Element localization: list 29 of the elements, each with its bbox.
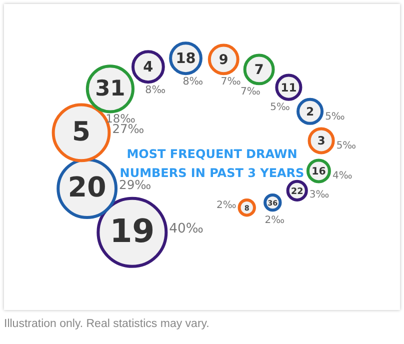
category-label: 20 (68, 172, 106, 204)
category-label: 9 (218, 52, 228, 68)
category-label: 19 (110, 212, 155, 250)
data-label: 27‰ (112, 122, 144, 136)
data-label: 5‰ (336, 140, 356, 152)
data-label: 7‰ (220, 76, 241, 88)
data-label: 5‰ (325, 111, 345, 122)
category-label: 16 (312, 166, 326, 178)
text: Illustration only. Real statistics may vary. (4, 318, 210, 330)
data-label: 4‰ (332, 170, 352, 182)
text: MOST FREQUENT DRAWN NUMBERS IN PAST 3 YEARS (118, 146, 306, 180)
data-label: 3‰ (309, 189, 330, 200)
data-label: 2‰ (264, 214, 285, 226)
data-label: 8‰ (182, 75, 204, 88)
category-label: 2 (306, 104, 314, 118)
data-label: 5‰ (270, 102, 290, 113)
category-label: 5 (72, 116, 90, 148)
category-label: 22 (290, 186, 304, 197)
category-label: 4 (143, 60, 154, 76)
category-label: 18 (176, 51, 196, 68)
category-label: 7 (254, 62, 264, 78)
data-label: 29‰ (119, 178, 152, 192)
data-label: 40‰ (169, 221, 204, 236)
category-label: 3 (317, 134, 326, 148)
data-label: 7‰ (240, 86, 260, 98)
category-label: 31 (95, 76, 126, 102)
data-label: 8‰ (145, 84, 166, 96)
category-label: 11 (280, 80, 297, 94)
data-label: 2‰ (216, 200, 236, 212)
